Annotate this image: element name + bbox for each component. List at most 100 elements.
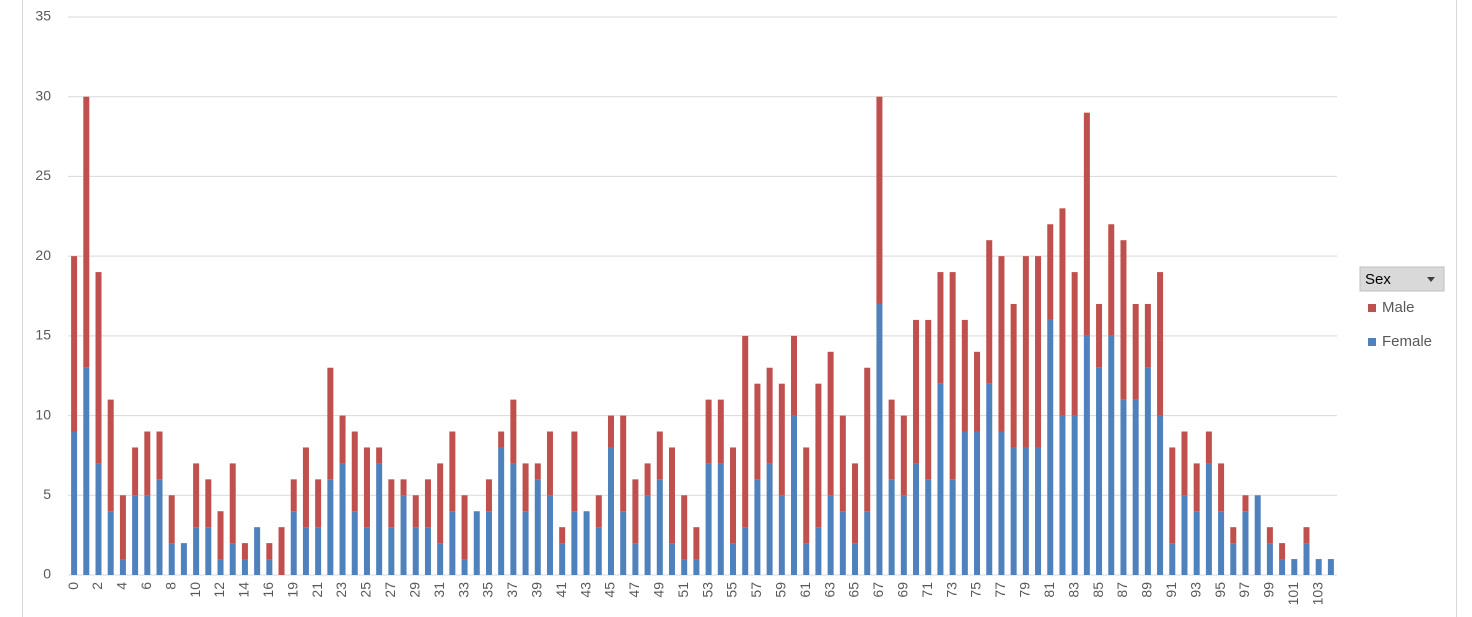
- bar-segment: [119, 495, 126, 560]
- bar-segment: [510, 463, 517, 575]
- x-tick-label: 99: [1261, 582, 1277, 598]
- x-tick-label: 89: [1139, 582, 1155, 598]
- bar-segment: [424, 479, 431, 528]
- bar-segment: [1218, 511, 1225, 575]
- x-tick-label: 87: [1114, 582, 1130, 598]
- bar-segment: [1218, 463, 1225, 512]
- bar-segment: [827, 495, 834, 575]
- bar-segment: [400, 495, 407, 575]
- bar-segment: [913, 319, 920, 464]
- bar-segment: [1315, 559, 1322, 575]
- x-tick-label: 47: [626, 582, 642, 598]
- bar-segment: [986, 240, 993, 384]
- bar-segment: [1181, 495, 1188, 575]
- bar-segment: [900, 415, 907, 496]
- x-tick-label: 63: [821, 582, 837, 598]
- bar-segment: [241, 543, 248, 560]
- x-tick-label: 83: [1065, 582, 1081, 598]
- bar-segment: [1071, 415, 1078, 575]
- bar-segment: [778, 495, 785, 575]
- x-tick-label: 16: [260, 582, 276, 598]
- bar-segment: [1144, 367, 1151, 575]
- bar-segment: [327, 367, 334, 480]
- bar-segment: [986, 383, 993, 575]
- dropdown-arrow[interactable]: [1427, 277, 1435, 282]
- x-tick-label: 69: [895, 582, 911, 598]
- bar-segment: [705, 463, 712, 575]
- bar-segment: [888, 399, 895, 480]
- bar-segment: [83, 96, 90, 368]
- x-tick-label: 91: [1163, 582, 1179, 598]
- bar-segment: [1157, 415, 1164, 575]
- bar-segment: [1071, 272, 1078, 416]
- x-tick-label: 85: [1090, 582, 1106, 598]
- bar-segment: [290, 511, 297, 575]
- bar-segment: [668, 543, 675, 575]
- bar-segment: [241, 559, 248, 575]
- bar-segment: [1047, 319, 1054, 575]
- bar-segment: [168, 543, 175, 575]
- bar-segment: [95, 463, 102, 575]
- x-tick-label: 27: [382, 582, 398, 598]
- bar-segment: [1205, 463, 1212, 575]
- bar-segment: [498, 447, 505, 575]
- bar-segment: [522, 511, 529, 575]
- x-tick-label: 61: [797, 582, 813, 598]
- legend-button[interactable]: Sex: [1359, 266, 1445, 292]
- bar-segment: [1303, 543, 1310, 575]
- bar-segment: [717, 463, 724, 575]
- bar-segment: [290, 479, 297, 512]
- legend-label: Female: [1382, 333, 1432, 350]
- bar-segment: [1059, 415, 1066, 575]
- legend-title[interactable]: Sex: [1365, 271, 1391, 288]
- bar-segment: [1096, 303, 1103, 368]
- bar-segment: [315, 479, 322, 528]
- bar-segment: [144, 431, 151, 496]
- bar-segment: [864, 511, 871, 575]
- y-tick-label: 35: [35, 8, 51, 24]
- bar-segment: [266, 559, 273, 575]
- bar-segment: [1010, 447, 1017, 575]
- bar-segment: [156, 479, 163, 575]
- bar-segment: [681, 559, 688, 575]
- y-tick-label: 25: [35, 167, 51, 183]
- bar-segment: [620, 415, 627, 512]
- bar-segment: [363, 447, 370, 528]
- bar-segment: [205, 479, 212, 528]
- x-tick-label: 101: [1285, 582, 1301, 606]
- x-tick-label: 55: [724, 582, 740, 598]
- bar-segment: [168, 495, 175, 544]
- x-tick-label: 95: [1212, 582, 1228, 598]
- bar-segment: [437, 543, 444, 575]
- bar-segment: [632, 543, 639, 575]
- bar-segment: [766, 367, 773, 464]
- x-tick-label: 12: [211, 582, 227, 598]
- bar-segment: [949, 479, 956, 575]
- x-tick-label: 81: [1041, 582, 1057, 598]
- bar-segment: [1242, 511, 1249, 575]
- bar-segment: [1035, 256, 1042, 448]
- bar-segment: [1096, 367, 1103, 575]
- bar-segment: [791, 335, 798, 416]
- bar-segment: [107, 511, 114, 575]
- x-tick-label: 33: [455, 582, 471, 598]
- bar-segment: [1144, 303, 1151, 368]
- bar-segment: [254, 527, 261, 575]
- bar-segment: [1035, 447, 1042, 575]
- x-tick-label: 93: [1187, 582, 1203, 598]
- bar-segment: [546, 495, 553, 575]
- bar-segment: [83, 367, 90, 575]
- y-tick-label: 0: [43, 566, 51, 582]
- bar-segment: [778, 383, 785, 496]
- bar-segment: [815, 527, 822, 575]
- bar-segment: [302, 447, 309, 528]
- bar-segment: [559, 527, 566, 544]
- x-tick-label: 21: [309, 582, 325, 598]
- x-tick-label: 49: [650, 582, 666, 598]
- x-tick-label: 0: [65, 582, 81, 590]
- bar-segment: [925, 479, 932, 575]
- bar-segment: [974, 351, 981, 432]
- bar-segment: [485, 511, 492, 575]
- bar-segment: [1327, 559, 1334, 575]
